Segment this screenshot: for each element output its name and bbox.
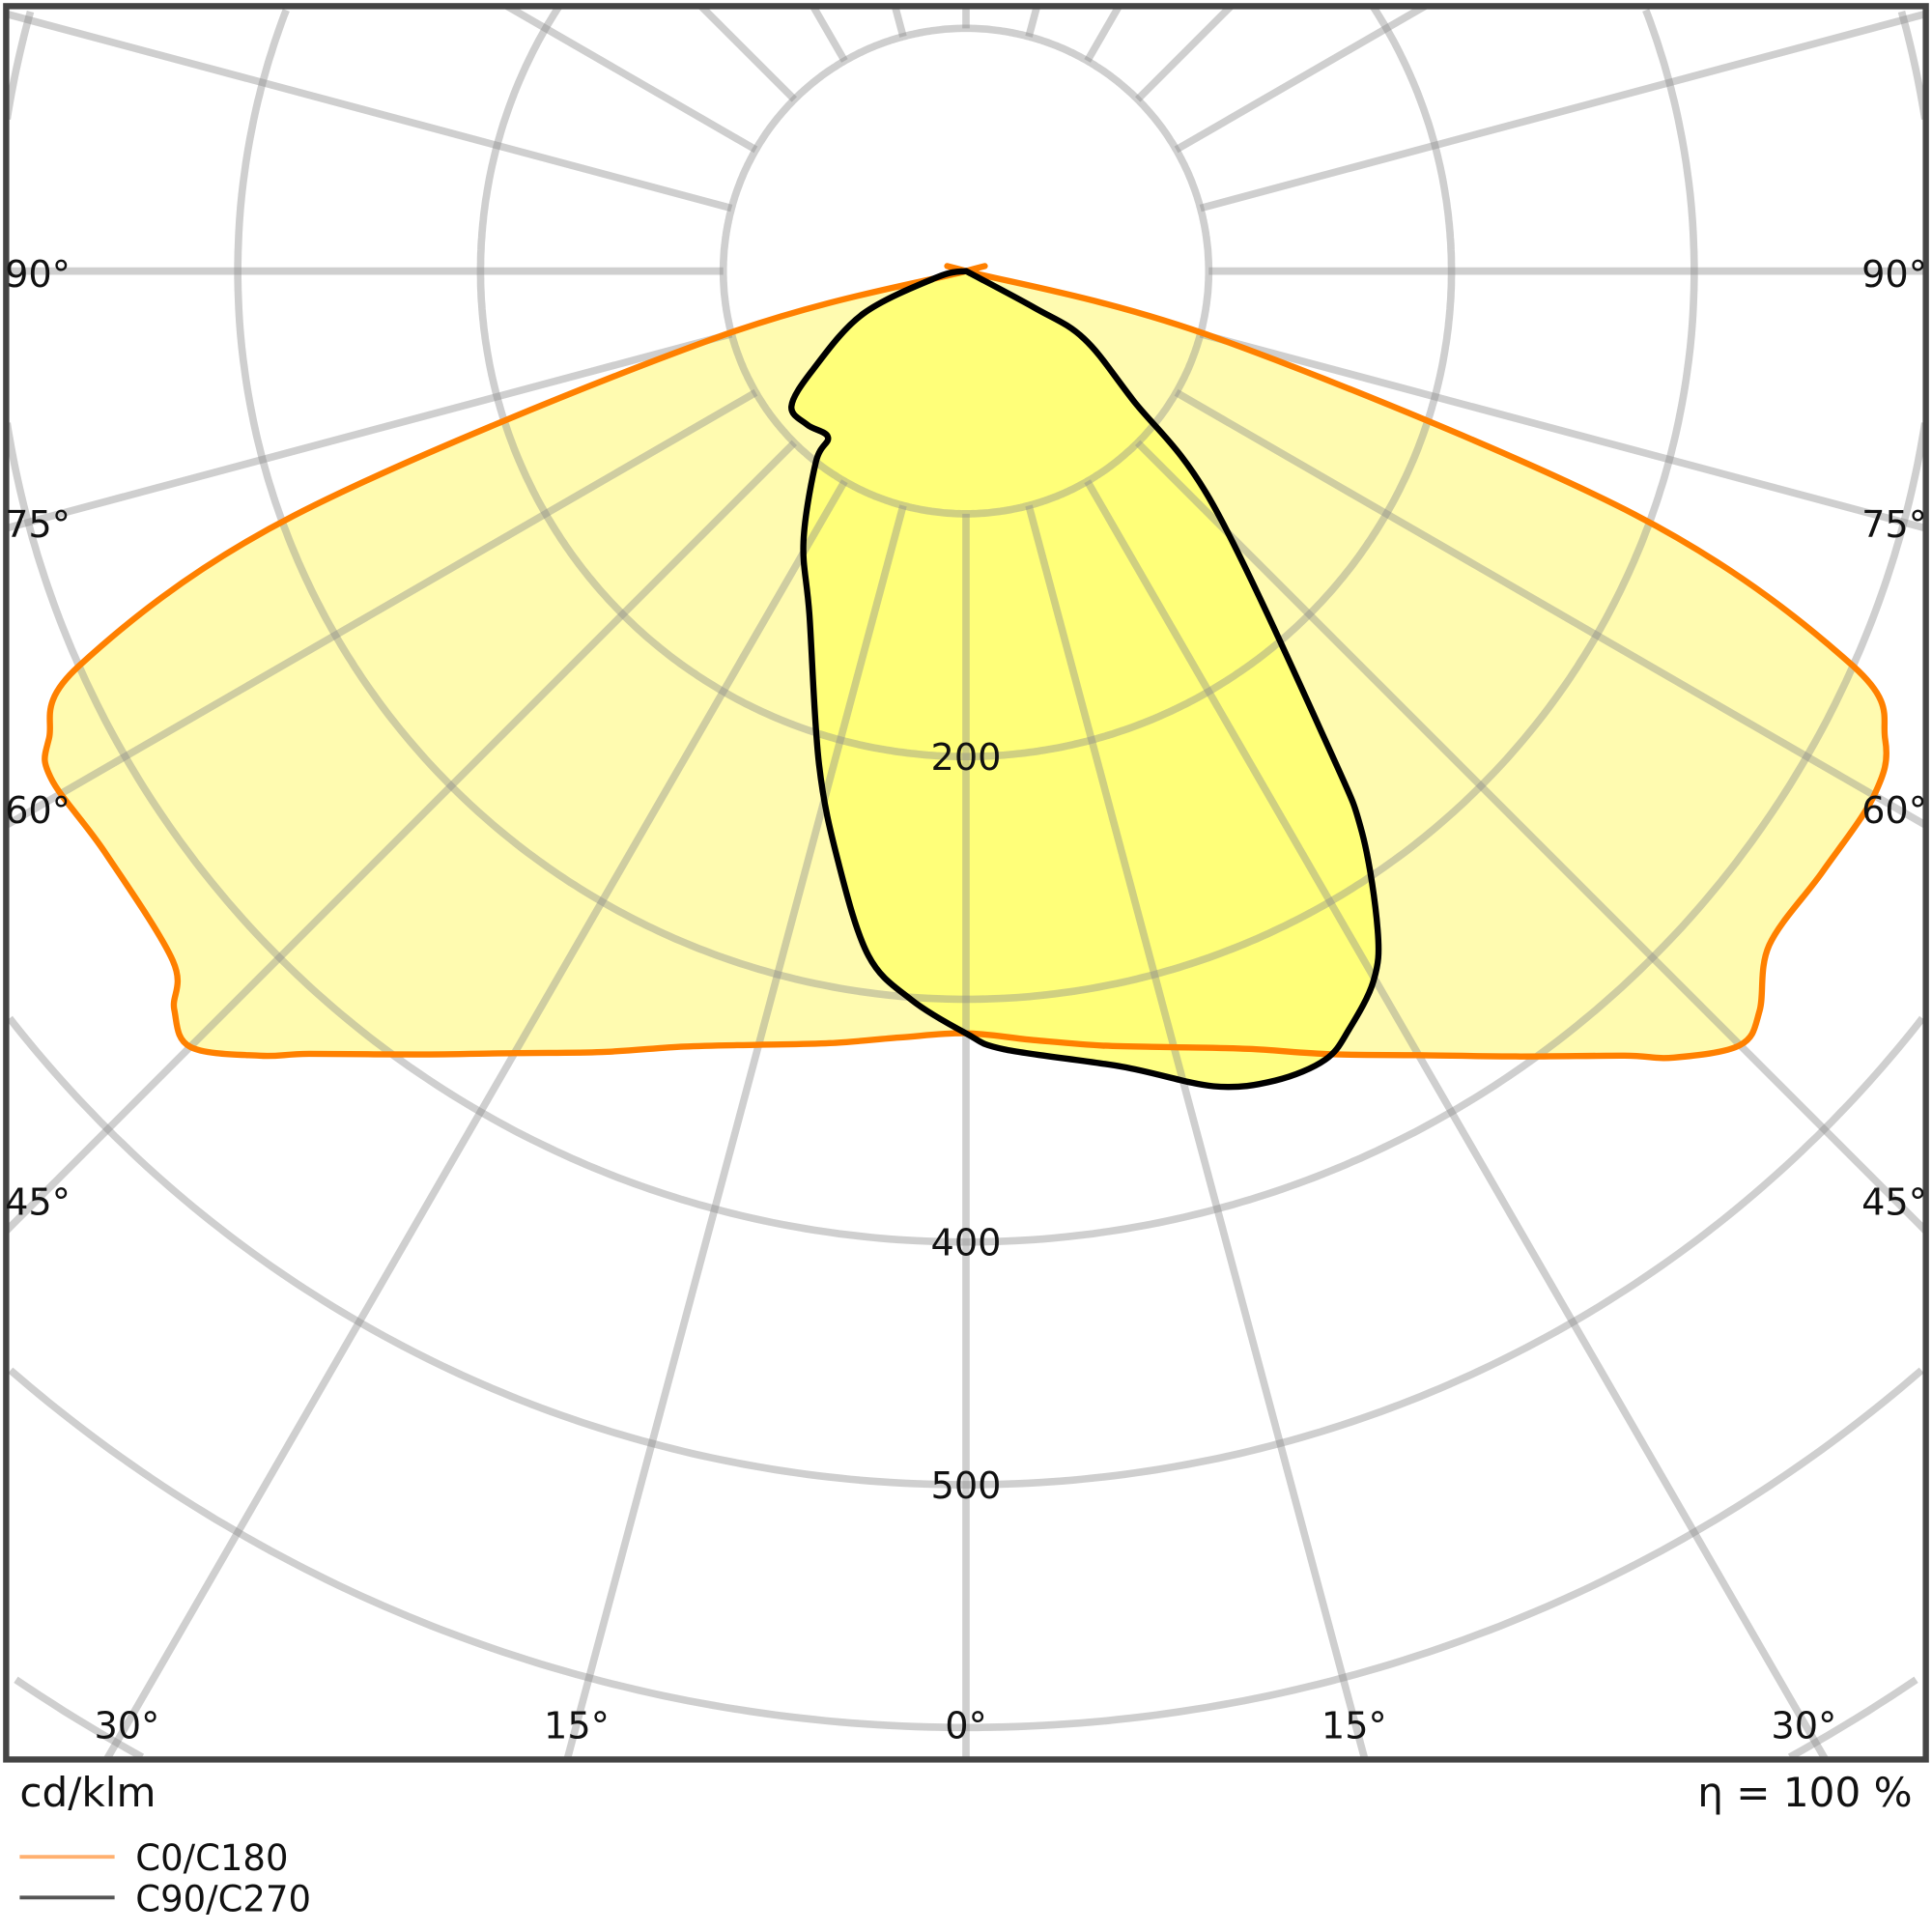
series-lines <box>42 263 1889 1091</box>
grid-ring-500 <box>6 1015 1926 1489</box>
angle-label-bottom: 15° <box>544 1705 610 1748</box>
grid-spoke-210 <box>810 6 848 63</box>
grid-ring-100 <box>719 24 1213 518</box>
grid-spoke-60 <box>1174 388 1926 829</box>
plot-frame <box>3 3 1929 1763</box>
grid-spoke-15 <box>1025 504 1369 1760</box>
radial-tick-label: 500 <box>930 1464 1001 1508</box>
legend-label-c90-c270: C90/C270 <box>135 1878 311 1919</box>
efficiency-label: η = 100 % <box>1697 1769 1912 1816</box>
grid-spoke-195 <box>891 6 907 38</box>
grid-spoke-120 <box>1174 6 1427 154</box>
axis-labels: 200 400 500 90° 90° 75° 75° 60° 60° 45° 45° 30° 15° 0… <box>5 253 1927 1748</box>
angle-label-right: 45° <box>1861 1181 1927 1225</box>
angle-label-bottom: 30° <box>1771 1705 1836 1748</box>
grid-spoke-30 <box>1084 479 1829 1760</box>
angle-label-bottom: 15° <box>1321 1705 1387 1748</box>
grid-spoke-135 <box>1134 6 1234 102</box>
angle-label-left: 90° <box>5 253 71 297</box>
grid-ring-300 <box>234 9 1698 1004</box>
series-line-c90-c270 <box>788 268 1382 1091</box>
legend: C0/C180 C90/C270 <box>19 1837 311 1919</box>
grid-spoke-300 <box>6 388 758 829</box>
series-fill-c90-c270 <box>791 270 1379 1088</box>
grid-spoke-285 <box>6 329 733 532</box>
angle-label-left: 45° <box>5 1181 71 1225</box>
grid-spoke-165 <box>1025 6 1041 38</box>
grid-spoke-75 <box>1199 329 1926 532</box>
radial-tick-label: 200 <box>930 736 1001 780</box>
angle-label-bottom: 0° <box>945 1705 986 1748</box>
angle-label-left: 75° <box>5 503 71 547</box>
grid-spoke-105 <box>1199 10 1926 213</box>
grid-spoke-345 <box>563 504 907 1760</box>
grid-spoke-150 <box>1084 6 1122 63</box>
grid-spoke-330 <box>103 479 848 1760</box>
polar-grid <box>6 6 1926 1760</box>
series-fills <box>44 266 1887 1088</box>
grid-ring-200 <box>476 6 1456 760</box>
radial-tick-label: 400 <box>930 1222 1001 1265</box>
grid-ring-400 <box>6 10 1926 1246</box>
grid-spoke-315 <box>6 440 798 1234</box>
grid-spoke-255 <box>6 10 733 213</box>
grid-spoke-45 <box>1134 440 1926 1234</box>
grid-spoke-225 <box>698 6 798 102</box>
grid-spoke-240 <box>505 6 758 154</box>
angle-label-right: 60° <box>1861 789 1927 833</box>
unit-label: cd/klm <box>19 1769 156 1816</box>
grid-ring-600 <box>8 1367 1924 1732</box>
angle-label-bottom: 30° <box>94 1705 159 1748</box>
legend-label-c0-c180: C0/C180 <box>135 1837 288 1879</box>
angle-label-right: 75° <box>1861 503 1927 547</box>
grid-ring-700 <box>14 1676 1918 1760</box>
angle-label-right: 90° <box>1861 253 1927 297</box>
angle-label-left: 60° <box>5 789 71 833</box>
